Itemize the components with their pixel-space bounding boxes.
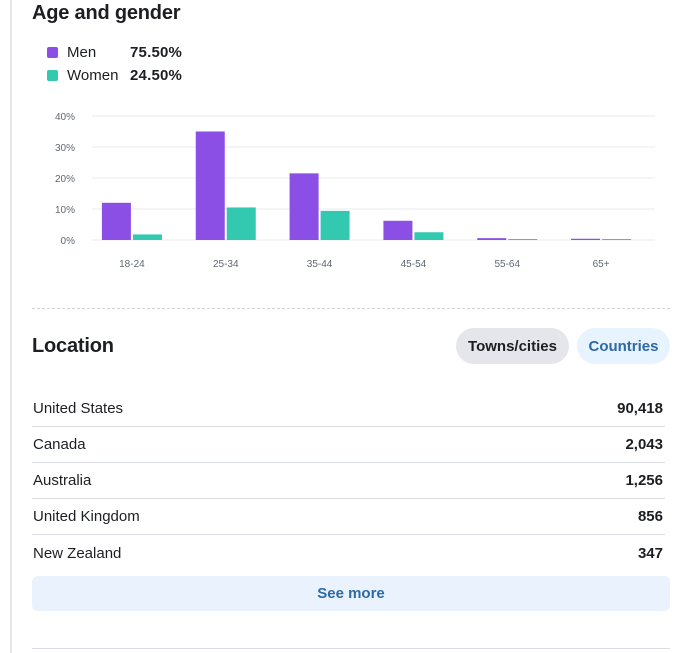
legend-value-women: 24.50% xyxy=(130,67,183,84)
legend-item-women: Women 24.50% xyxy=(47,64,207,87)
y-tick-label: 20% xyxy=(55,174,75,185)
bar-women-35-44 xyxy=(320,210,350,240)
x-tick-label: 65+ xyxy=(593,259,610,270)
age-gender-title: Age and gender xyxy=(32,2,181,24)
list-item: Australia 1,256 xyxy=(32,463,665,499)
legend-label-women: Women xyxy=(67,67,119,84)
bar-men-35-44 xyxy=(289,173,319,240)
location-count: 347 xyxy=(637,544,663,562)
bar-men-55-64 xyxy=(477,238,507,240)
chart-legend: Men 75.50% Women 24.50% xyxy=(47,41,207,87)
countries-toggle-button[interactable]: Countries xyxy=(577,328,670,364)
legend-item-men: Men 75.50% xyxy=(47,41,207,64)
towns-cities-toggle-button[interactable]: Towns/cities xyxy=(456,328,569,364)
age-gender-bar-chart: 40% 30% 20% 10% 0% 18-24 25-34 35-44 45-54 55-64 6… xyxy=(55,112,655,270)
x-tick-label: 18-24 xyxy=(119,259,145,270)
bar-men-18-24 xyxy=(101,202,131,240)
bar-women-45-54 xyxy=(414,232,444,240)
legend-swatch-men xyxy=(47,47,58,58)
bar-women-55-64 xyxy=(508,239,538,240)
y-tick-label: 30% xyxy=(55,143,75,154)
location-name: New Zealand xyxy=(33,544,122,562)
bar-men-25-34 xyxy=(195,131,225,240)
y-tick-label: 0% xyxy=(61,236,76,247)
x-tick-label: 25-34 xyxy=(213,259,239,270)
location-name: United States xyxy=(33,400,124,417)
location-title: Location xyxy=(32,335,114,357)
location-name: Australia xyxy=(33,472,92,489)
x-tick-label: 55-64 xyxy=(494,259,520,270)
location-count: 856 xyxy=(637,508,663,525)
legend-label-men: Men xyxy=(67,44,97,61)
x-tick-label: 35-44 xyxy=(307,259,333,270)
location-name: United Kingdom xyxy=(33,508,140,525)
y-tick-label: 10% xyxy=(55,205,75,216)
location-name: Canada xyxy=(33,436,86,453)
bar-women-18-24 xyxy=(132,234,162,240)
bar-men-65+ xyxy=(571,238,601,240)
y-tick-label: 40% xyxy=(55,112,75,123)
location-count: 1,256 xyxy=(625,472,663,489)
list-item: United Kingdom 856 xyxy=(32,499,665,535)
x-tick-label: 45-54 xyxy=(401,259,427,270)
list-item: United States 90,418 xyxy=(32,391,665,427)
bar-women-65+ xyxy=(602,239,632,240)
list-item: Canada 2,043 xyxy=(32,427,665,463)
left-border xyxy=(10,0,12,653)
section-divider xyxy=(32,308,670,309)
bar-women-25-34 xyxy=(226,207,256,240)
see-more-button[interactable]: See more xyxy=(32,576,670,611)
location-count: 2,043 xyxy=(625,436,663,453)
list-item: New Zealand 347 xyxy=(32,535,665,571)
location-count: 90,418 xyxy=(617,400,663,417)
bottom-divider xyxy=(32,648,670,649)
legend-value-men: 75.50% xyxy=(130,44,183,61)
bar-men-45-54 xyxy=(383,220,413,240)
legend-swatch-women xyxy=(47,70,58,81)
location-list: United States 90,418 Canada 2,043 Austra… xyxy=(32,391,665,571)
